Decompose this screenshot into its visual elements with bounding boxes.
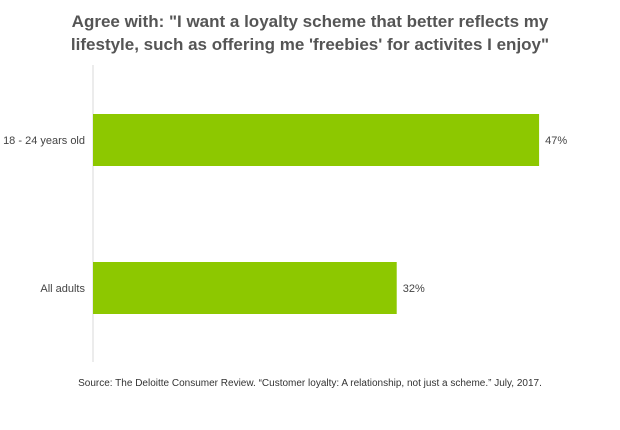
bar-all-adults	[93, 262, 397, 314]
chart-title-line-1: Agree with: "I want a loyalty scheme tha…	[71, 12, 549, 31]
source-note: Source: The Deloitte Consumer Review. “C…	[78, 378, 542, 389]
chart-title: Agree with: "I want a loyalty scheme tha…	[0, 10, 620, 56]
chart-title-line-2: lifestyle, such as offering me 'freebies…	[70, 35, 550, 54]
category-label: All adults	[40, 283, 85, 295]
bar-18-24	[93, 114, 540, 166]
value-label: 32%	[403, 283, 425, 295]
category-label: 18 - 24 years old	[3, 135, 85, 147]
value-label: 47%	[545, 135, 567, 147]
